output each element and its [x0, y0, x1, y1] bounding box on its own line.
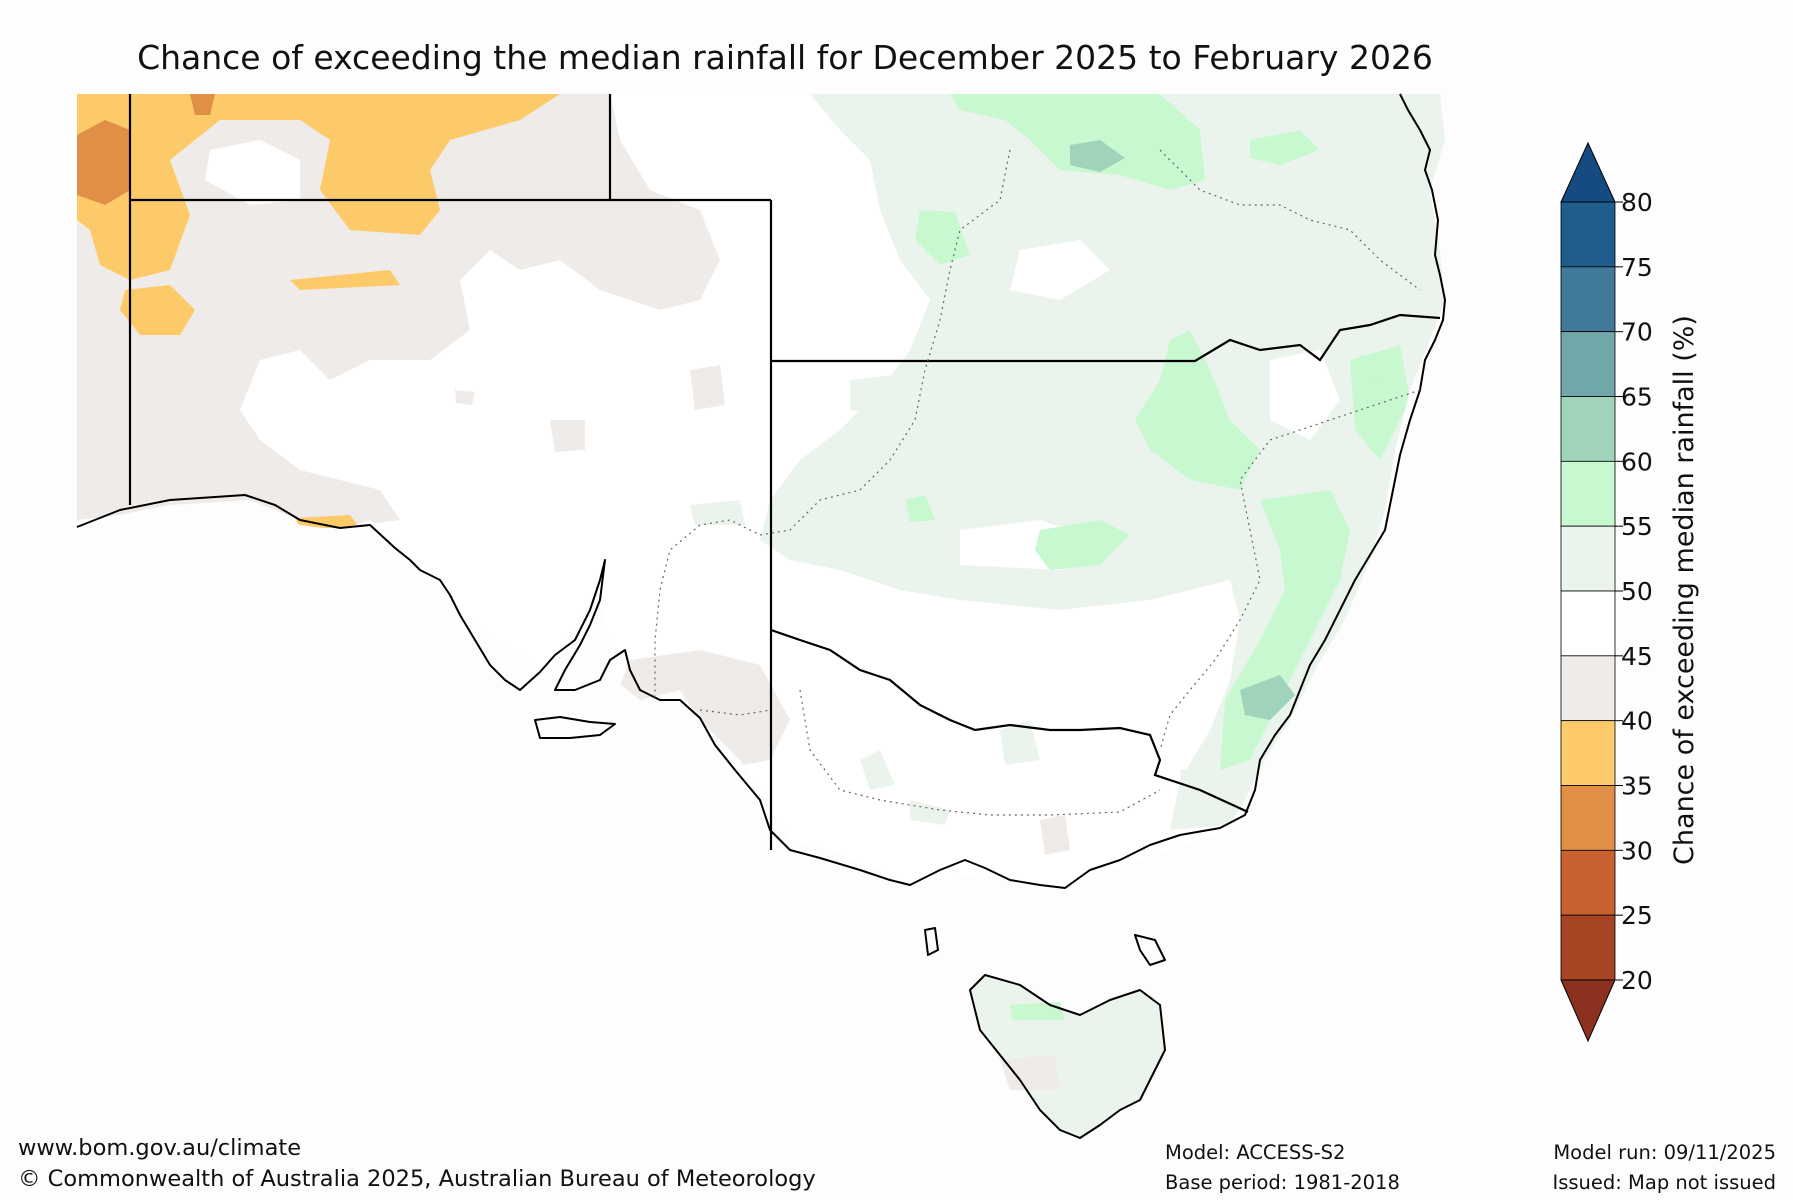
colorbar-tick-label-20: 20: [1621, 966, 1653, 995]
mainland-coastline: [76, 93, 1446, 889]
colorbar-tick-label-40: 40: [1621, 707, 1653, 736]
base-period: Base period: 1981-2018: [1165, 1171, 1400, 1194]
colorbar-tick-label-35: 35: [1621, 772, 1653, 801]
coastlines: [76, 93, 1446, 1139]
kangaroo-island-coastline: [534, 716, 616, 739]
colorbar-band-65-70: [1560, 331, 1616, 397]
colorbar-tick-label-65: 65: [1621, 383, 1653, 412]
colorbar-tick-label-45: 45: [1621, 642, 1653, 671]
colorbar-tick-label-30: 30: [1621, 836, 1653, 865]
colorbar-band-70-75: [1560, 266, 1616, 333]
colorbar-band-55-60: [1560, 460, 1616, 527]
footer-model-info: Model: ACCESS-S2 Base period: 1981-2018: [1165, 1138, 1400, 1198]
colorbar-band-50-55: [1560, 525, 1616, 592]
colorbar-label: Chance of exceeding median rainfall (%): [1669, 315, 1700, 865]
colorbar-ticks: 80 75 70 65 60 55 50 45 40 35 30 25 20: [1615, 188, 1653, 995]
king-island-coastline: [924, 927, 939, 956]
colorbar-tick-label-80: 80: [1621, 188, 1653, 217]
colorbar-band-75-80: [1560, 201, 1616, 268]
copyright-text: © Commonwealth of Australia 2025, Austra…: [18, 1166, 816, 1192]
model-name: Model: ACCESS-S2: [1165, 1141, 1346, 1164]
colorbar-tick-label-50: 50: [1621, 577, 1653, 606]
border-qld-nsw: [771, 313, 1441, 363]
footer-credits: www.bom.gov.au/climate © Commonwealth of…: [18, 1133, 816, 1195]
colorbar-tick-label-75: 75: [1621, 253, 1653, 282]
colorbar-band-20-25: [1560, 914, 1616, 981]
colorbar-bands: [1560, 201, 1616, 981]
colorbar-band-30-35: [1560, 785, 1616, 851]
colorbar-tick-label-25: 25: [1621, 901, 1653, 930]
tasmania-coastline: [969, 974, 1166, 1139]
colorbar-band-25-30: [1560, 849, 1616, 916]
map-title: Chance of exceeding the median rainfall …: [137, 38, 1433, 77]
map-field: [77, 94, 1460, 1160]
colorbar-band-45-50: [1560, 590, 1616, 657]
colorbar-tick-label-60: 60: [1621, 447, 1653, 476]
footer-run-info: Model run: 09/11/2025 Issued: Map not is…: [1552, 1138, 1776, 1198]
colorbar-tick-label-70: 70: [1621, 318, 1653, 347]
southern-ocean: [77, 94, 1460, 1160]
model-run-date: Model run: 09/11/2025: [1553, 1141, 1776, 1164]
colorbar-over-arrow: [1560, 141, 1616, 203]
colorbar-band-35-40: [1560, 720, 1616, 786]
issued-status: Issued: Map not issued: [1552, 1171, 1776, 1194]
colorbar-under-arrow: [1560, 979, 1616, 1043]
flinders-island-coastline: [1134, 934, 1166, 966]
region-boundaries: [654, 149, 1421, 816]
colorbar: 80 75 70 65 60 55 50 45 40 35 30 25 20 Chance of exc…: [1560, 141, 1700, 1043]
colorbar-tick-label-55: 55: [1621, 512, 1653, 541]
state-borders: [128, 94, 1441, 850]
colorbar-band-60-65: [1560, 396, 1616, 462]
website-link[interactable]: www.bom.gov.au/climate: [18, 1135, 302, 1161]
colorbar-band-40-45: [1560, 655, 1616, 722]
border-nsw-vic: [770, 628, 1249, 813]
